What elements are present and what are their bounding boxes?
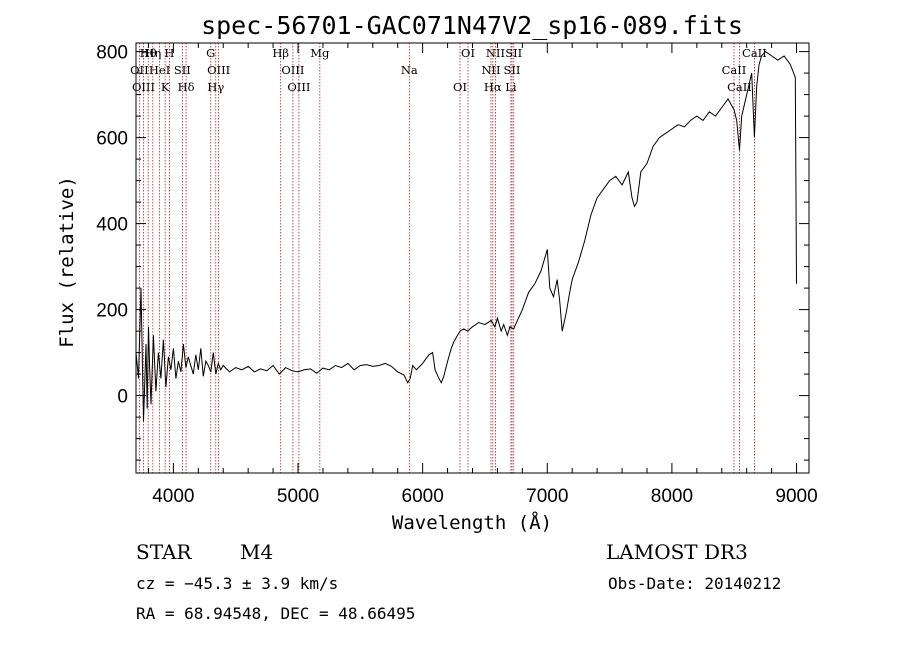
x-tick-label: 5000: [277, 486, 319, 507]
y-axis-label: Flux (relative): [56, 176, 78, 348]
x-tick-label: 6000: [402, 486, 444, 507]
line-label: SII: [174, 63, 191, 77]
object-subclass: M4: [240, 540, 273, 564]
line-label: Hα: [484, 80, 502, 94]
line-label: HeI: [149, 63, 170, 77]
line-label: NII: [486, 46, 505, 60]
y-tick-label: 800: [96, 43, 128, 64]
line-label: G: [206, 46, 215, 60]
line-label: OIII: [287, 80, 310, 94]
line-label: Hβ: [272, 46, 289, 60]
line-label: SII: [504, 63, 521, 77]
x-tick-label: 7000: [526, 486, 568, 507]
spectral-line-markers: [138, 43, 755, 473]
line-label: OIII: [207, 63, 230, 77]
x-axis-label: Wavelength (Å): [392, 511, 552, 534]
spectral-line-labels: HθOIIOIIIHηHeIKHSIIHδGOIIIHγHβOIIIOIIIMg…: [130, 46, 767, 94]
y-tick-label: 200: [96, 301, 128, 322]
survey-name: LAMOST DR3: [606, 540, 748, 564]
line-label: Mg: [310, 46, 330, 60]
line-label: OIII: [281, 63, 304, 77]
x-tick-label: 9000: [775, 486, 817, 507]
x-axis-ticks: 4000 5000 6000 7000 8000 9000: [147, 43, 818, 507]
line-label: OI: [453, 80, 467, 94]
x-tick-label: 8000: [651, 486, 693, 507]
line-label: Hδ: [178, 80, 195, 94]
spectrum-line: [135, 50, 797, 422]
line-label: SII: [505, 46, 522, 60]
line-label: CaII: [742, 46, 767, 60]
observation-date: Obs-Date: 20140212: [608, 574, 781, 593]
line-label: CaII: [722, 63, 747, 77]
line-label: OI: [461, 46, 475, 60]
line-label: OIII: [132, 80, 155, 94]
y-axis-ticks: 0 200 400 600 800: [96, 43, 809, 461]
line-label: CaII: [727, 80, 752, 94]
line-label: Hγ: [207, 80, 224, 94]
coordinates: RA = 68.94548, DEC = 48.66495: [136, 604, 415, 623]
plot-frame: [135, 42, 810, 474]
line-label: OII: [130, 63, 149, 77]
line-label: K: [161, 80, 170, 94]
line-label: Li: [505, 80, 517, 94]
y-tick-label: 400: [96, 215, 128, 236]
line-label: Na: [401, 63, 418, 77]
y-tick-label: 0: [117, 387, 128, 408]
line-label: H: [164, 46, 174, 60]
y-tick-label: 600: [96, 129, 128, 150]
chart-title: spec-56701-GAC071N47V2_sp16-089.fits: [201, 11, 743, 40]
redshift-value: cz = −45.3 ± 3.9 km/s: [136, 574, 338, 593]
x-tick-label: 4000: [152, 486, 194, 507]
line-label: Hη: [144, 46, 161, 60]
line-label: Hθ: [140, 46, 157, 60]
line-label: NII: [481, 63, 500, 77]
object-class: STAR: [136, 540, 192, 564]
